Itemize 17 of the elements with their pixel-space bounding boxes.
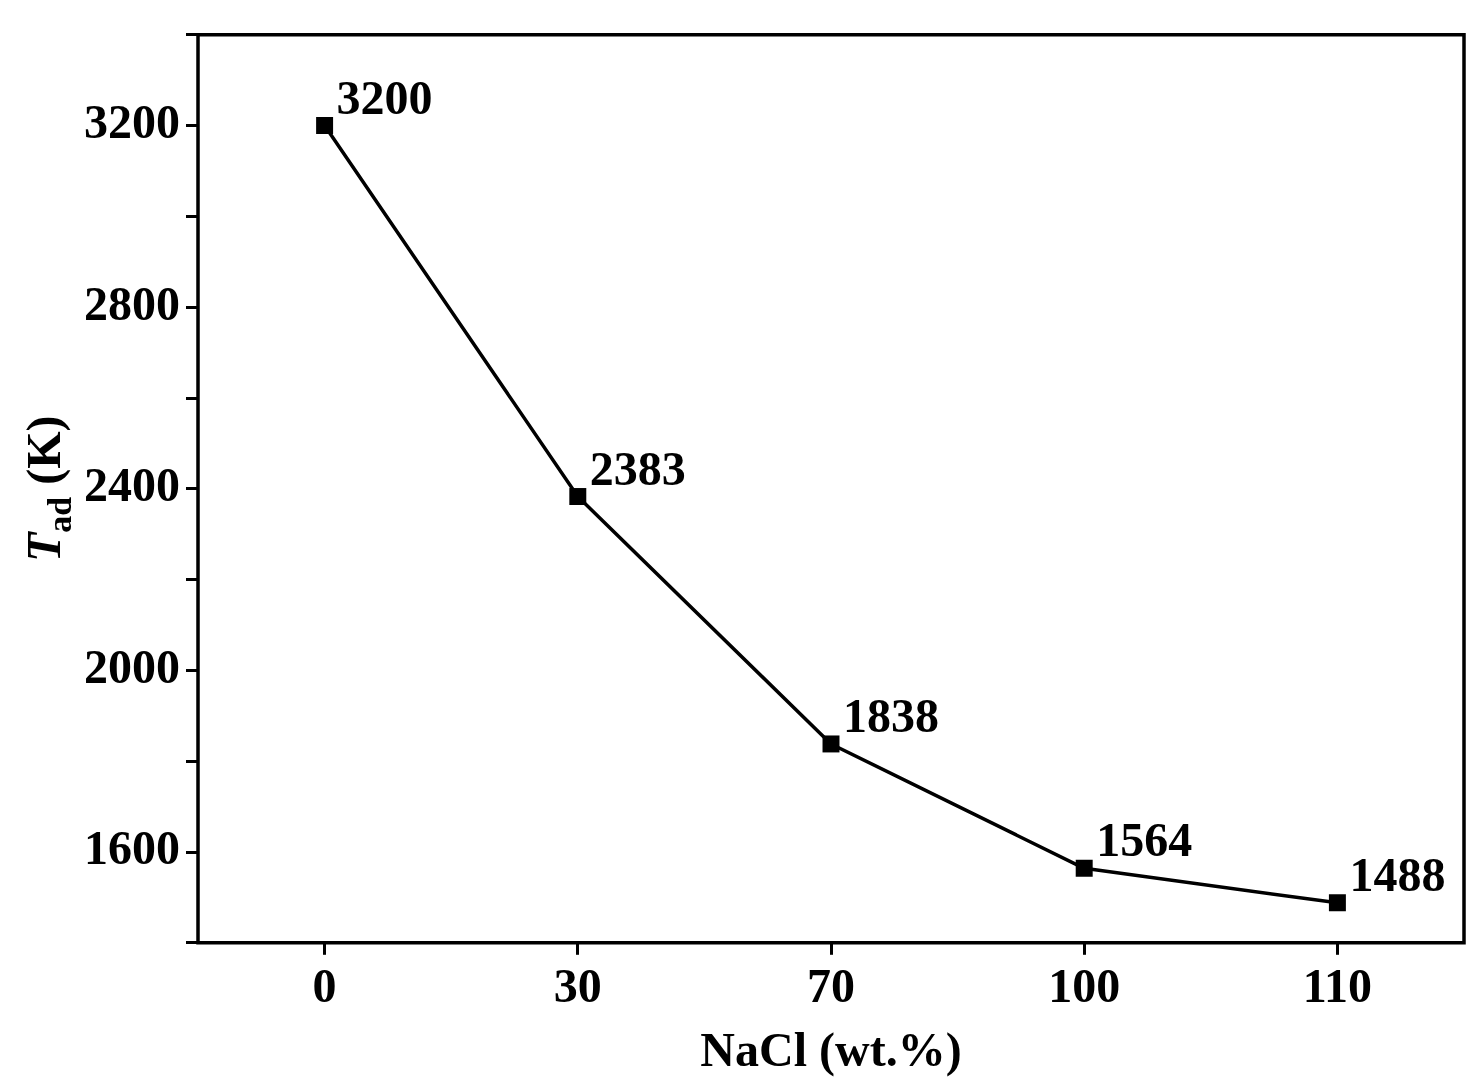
data-label: 3200 xyxy=(336,70,433,124)
y-tick-label: 2800 xyxy=(84,276,180,330)
y-axis-title: Tad (K) xyxy=(17,415,78,563)
x-tick-label: 100 xyxy=(1048,959,1121,1013)
y-tick-label: 3200 xyxy=(84,95,180,149)
data-label: 2383 xyxy=(589,441,686,495)
data-label: 1838 xyxy=(843,688,939,742)
data-label: 1488 xyxy=(1349,847,1446,901)
x-axis-title: NaCl (wt.%) xyxy=(700,1022,962,1077)
x-tick-label: 110 xyxy=(1302,959,1373,1013)
data-label: 1564 xyxy=(1096,813,1193,867)
x-tick-label: 70 xyxy=(807,959,855,1013)
y-tick-label: 1600 xyxy=(84,821,180,875)
x-tick-label: 0 xyxy=(312,959,337,1013)
y-tick-label: 2000 xyxy=(84,639,180,693)
x-tick-label: 30 xyxy=(553,959,602,1013)
y-tick-label: 2400 xyxy=(84,458,180,512)
